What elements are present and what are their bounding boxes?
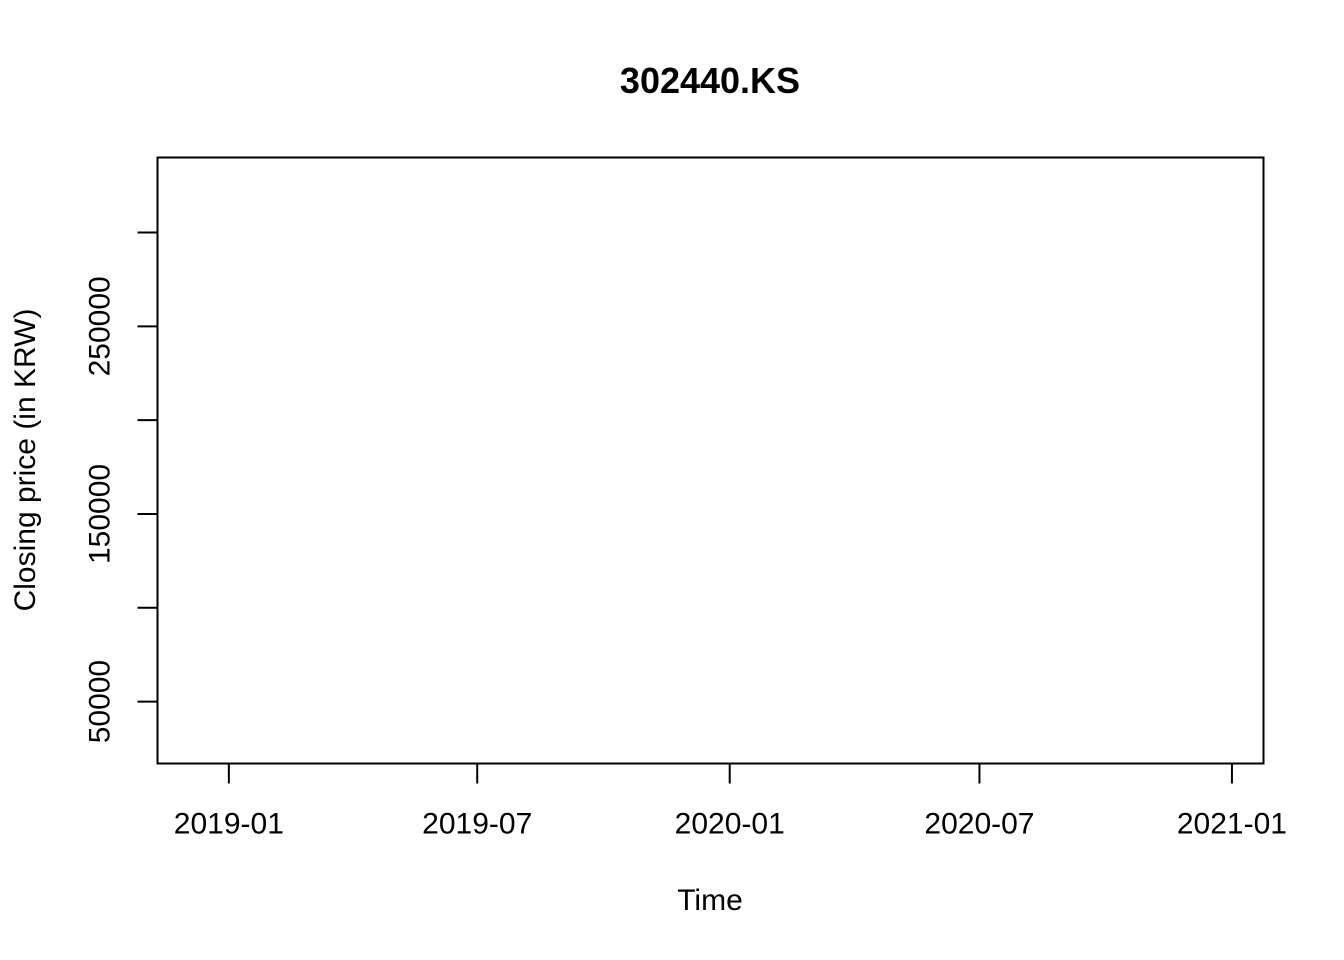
x-tick-label: 2020-01 [675, 808, 785, 841]
x-tick-label: 2019-01 [174, 808, 284, 841]
x-tick-label: 2021-01 [1177, 808, 1287, 841]
x-axis-label: Time [677, 884, 743, 917]
y-axis-label: Closing price (in KRW) [9, 309, 42, 612]
x-axis: 2019-01 2019-07 2020-01 2020-07 2021-01 [174, 763, 1287, 841]
x-tick-label: 2020-07 [924, 808, 1034, 841]
y-tick-label: 150000 [84, 464, 117, 564]
y-tick-label: 250000 [84, 276, 117, 376]
y-axis: 50000 150000 250000 [84, 231, 158, 743]
x-tick-label: 2019-07 [422, 808, 532, 841]
y-tick-label: 50000 [84, 660, 117, 743]
chart-title: 302440.KS [620, 60, 800, 101]
plot-area [156, 156, 1265, 765]
